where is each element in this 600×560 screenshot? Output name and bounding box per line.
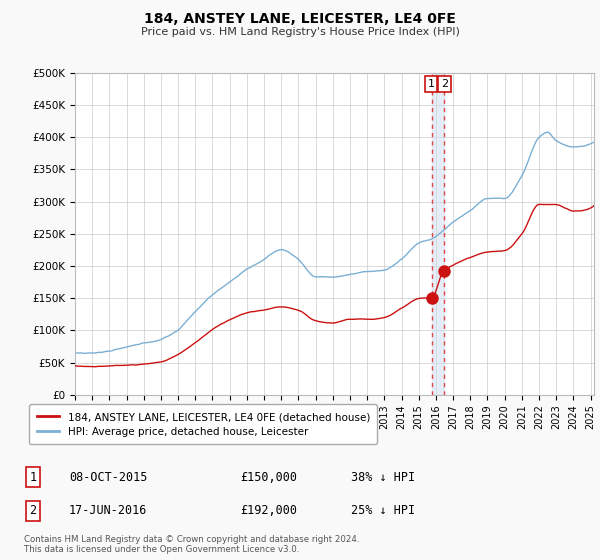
Text: Price paid vs. HM Land Registry's House Price Index (HPI): Price paid vs. HM Land Registry's House … — [140, 27, 460, 37]
Text: 2: 2 — [29, 504, 37, 517]
Text: 1: 1 — [428, 80, 434, 89]
Text: £150,000: £150,000 — [240, 470, 297, 484]
Text: 08-OCT-2015: 08-OCT-2015 — [69, 470, 148, 484]
Bar — [432, 73, 444, 395]
Text: 2: 2 — [441, 80, 448, 89]
Legend: 184, ANSTEY LANE, LEICESTER, LE4 0FE (detached house), HPI: Average price, detac: 184, ANSTEY LANE, LEICESTER, LE4 0FE (de… — [29, 404, 377, 444]
Text: 1: 1 — [29, 470, 37, 484]
Text: 184, ANSTEY LANE, LEICESTER, LE4 0FE: 184, ANSTEY LANE, LEICESTER, LE4 0FE — [144, 12, 456, 26]
Text: £192,000: £192,000 — [240, 504, 297, 517]
Text: 38% ↓ HPI: 38% ↓ HPI — [351, 470, 415, 484]
Text: 17-JUN-2016: 17-JUN-2016 — [69, 504, 148, 517]
Text: 25% ↓ HPI: 25% ↓ HPI — [351, 504, 415, 517]
Text: Contains HM Land Registry data © Crown copyright and database right 2024.
This d: Contains HM Land Registry data © Crown c… — [24, 535, 359, 554]
